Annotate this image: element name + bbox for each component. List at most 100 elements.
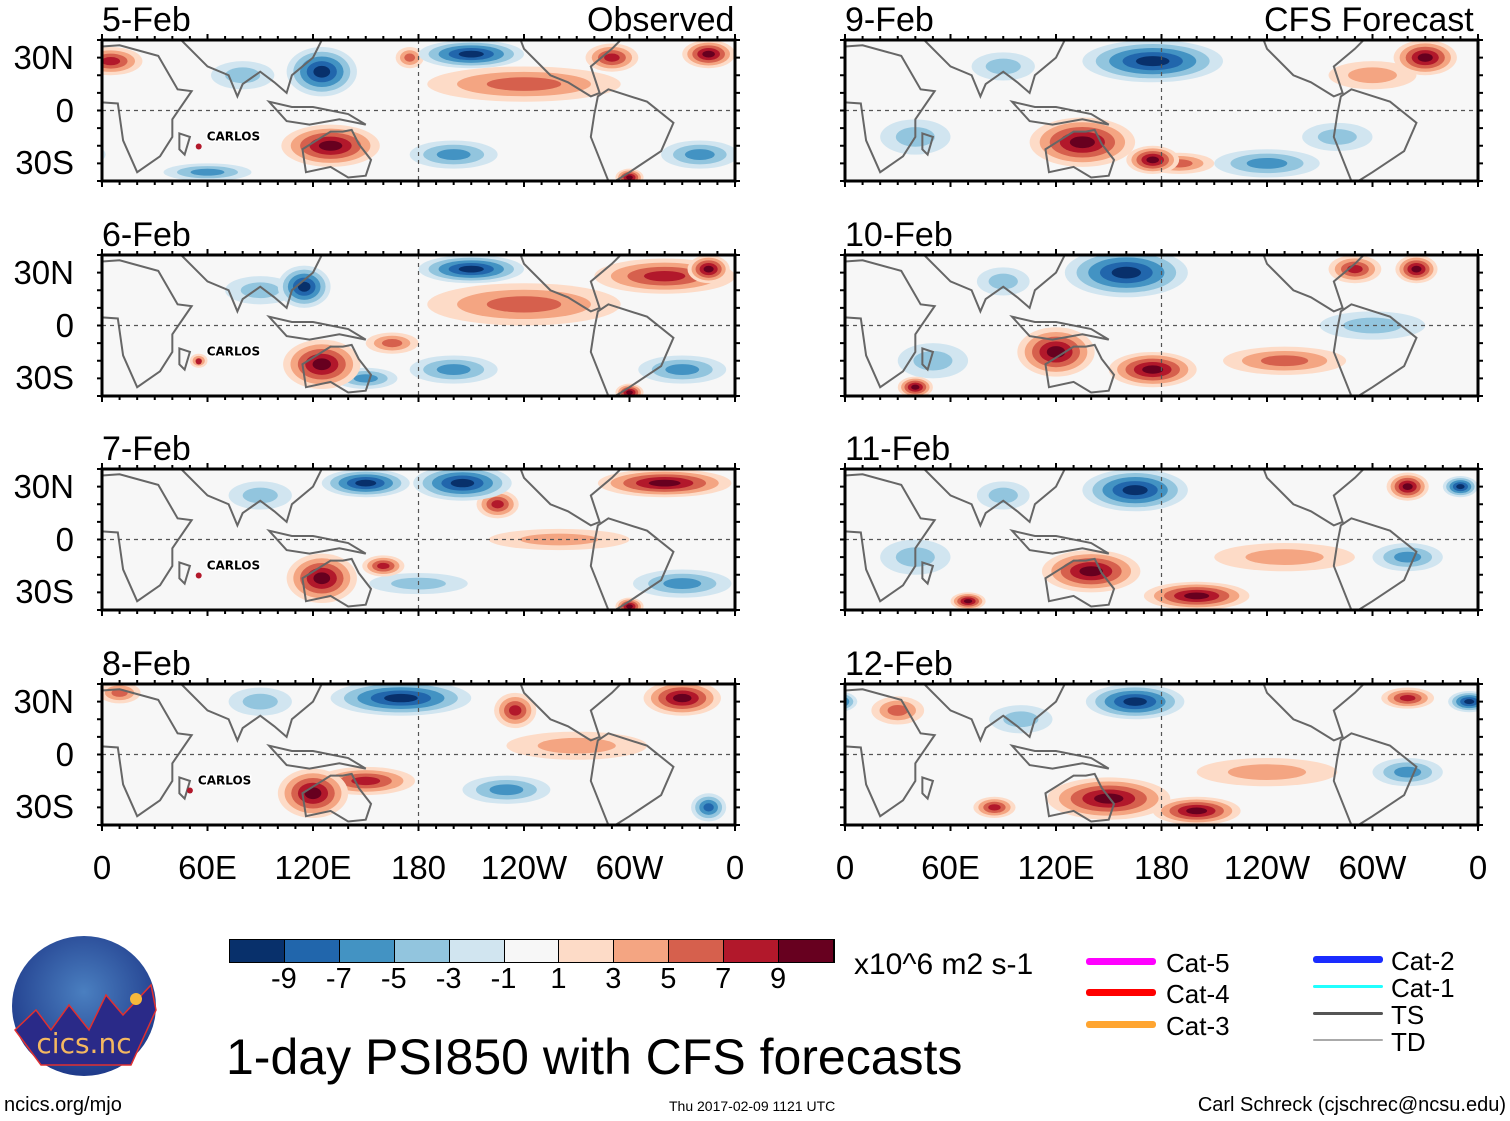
anomaly-contour xyxy=(313,572,331,585)
latitude-label: 30N xyxy=(13,253,74,291)
coastline xyxy=(1009,99,1110,126)
anomaly-contour xyxy=(384,693,418,703)
footer-left[interactable]: ncics.org/mjo xyxy=(4,1094,122,1116)
anomaly-contour xyxy=(1411,265,1422,273)
anomaly-contour xyxy=(486,296,562,313)
map-panel-9-Feb xyxy=(840,34,1483,187)
anomaly-contour xyxy=(1245,549,1324,565)
storm-name-label: CARLOS xyxy=(207,344,260,358)
anomaly-contour xyxy=(673,693,692,703)
latitude-label: 30N xyxy=(13,38,74,76)
anomaly-contour xyxy=(404,53,416,62)
storm-name-label: CARLOS xyxy=(207,129,260,143)
longitude-label: 180 xyxy=(1133,849,1190,886)
panel-date-label: 11-Feb xyxy=(845,430,951,468)
anomaly-contour xyxy=(703,803,714,812)
coastline xyxy=(589,303,675,396)
anomaly-contour xyxy=(1111,266,1141,279)
coastline xyxy=(1262,469,1366,527)
panel-date-label: 8-Feb xyxy=(102,645,191,683)
coastline xyxy=(1262,40,1366,98)
legend-label: Cat-2 xyxy=(1391,946,1455,976)
latitude-label: 30N xyxy=(13,682,74,720)
colorbar xyxy=(229,939,835,963)
anomaly-contour xyxy=(684,149,715,160)
coastline xyxy=(1262,255,1366,313)
legend-line-cat-4 xyxy=(1086,988,1156,996)
anomaly-contour xyxy=(963,599,973,604)
anomaly-contour xyxy=(1046,346,1066,358)
anomaly-contour xyxy=(1227,764,1307,780)
coastline xyxy=(519,469,623,527)
legend-label: TD xyxy=(1391,1027,1426,1057)
colorbar-tick-label: 3 xyxy=(605,963,622,995)
storm-marker xyxy=(195,143,202,150)
legend-line-cat-1 xyxy=(1313,984,1383,988)
anomaly-contour xyxy=(1399,694,1416,702)
anomaly-contour xyxy=(1069,136,1095,149)
storm-name-label: CARLOS xyxy=(198,773,251,787)
longitude-label: 0 xyxy=(835,849,855,886)
legend-line-cat-2 xyxy=(1313,955,1383,963)
longitude-label: 60E xyxy=(921,849,980,886)
anomaly-contour xyxy=(665,364,700,375)
coastline xyxy=(178,776,192,801)
coastline xyxy=(589,517,675,610)
anomaly-contour xyxy=(1146,156,1159,164)
coastline xyxy=(519,684,623,742)
colorbar-swatch xyxy=(669,940,725,962)
coastline xyxy=(102,473,194,603)
longitude-label: 120W xyxy=(480,849,568,886)
longitude-label: 60E xyxy=(178,849,237,886)
panel-frame xyxy=(843,253,1480,398)
latitude-label: 30S xyxy=(15,359,74,397)
coastline xyxy=(1262,684,1366,742)
logo-text: cics.nc xyxy=(36,1027,131,1060)
colorbar-swatch xyxy=(559,940,615,962)
panel-date-label: 5-Feb xyxy=(102,1,191,39)
anomaly-contour xyxy=(381,339,403,348)
anomaly-contour xyxy=(1123,697,1147,706)
coastline xyxy=(1044,343,1116,394)
longitude-label: 0 xyxy=(92,849,112,886)
map-panel-6-Feb: CARLOS xyxy=(97,249,740,402)
colorbar-tick-label: 1 xyxy=(550,963,567,995)
legend-line-ts xyxy=(1313,1011,1383,1015)
coastline xyxy=(1044,128,1116,179)
coastline xyxy=(1009,743,1110,770)
coastline xyxy=(179,469,323,528)
longitude-label: 60W xyxy=(1338,849,1407,886)
anomaly-contour xyxy=(1135,56,1170,67)
panel-frame xyxy=(100,38,737,183)
panel-date-label: 9-Feb xyxy=(845,1,934,39)
coastline xyxy=(589,732,675,825)
colorbar-swatch xyxy=(779,940,834,962)
anomaly-contour xyxy=(1246,157,1288,169)
anomaly-contour xyxy=(242,693,278,710)
coastline xyxy=(921,132,935,157)
anomaly-contour xyxy=(436,364,471,375)
colorbar-tick-label: 7 xyxy=(715,963,732,995)
colorbar-swatch xyxy=(339,940,395,962)
anomaly-contour xyxy=(313,65,331,78)
anomaly-contour xyxy=(887,705,908,716)
coastline xyxy=(179,40,323,99)
anomaly-contour xyxy=(831,699,841,704)
colorbar-tick-label: 9 xyxy=(770,963,787,995)
legend-label: Cat-1 xyxy=(1391,973,1455,1003)
coastline xyxy=(845,44,937,174)
colorbar-swatch xyxy=(504,940,560,962)
storm-name-label: CARLOS xyxy=(207,558,260,572)
map-panel-7-Feb: CARLOS xyxy=(97,463,740,616)
legend-line-cat-5 xyxy=(1086,957,1156,965)
anomaly-contour xyxy=(626,175,633,180)
anomaly-contour xyxy=(703,265,714,273)
anomaly-contour xyxy=(1186,807,1208,815)
panel-frame xyxy=(100,467,737,612)
colorbar-tick-label: -1 xyxy=(490,963,517,995)
figure-title: 1-day PSI850 with CFS forecasts xyxy=(226,1029,963,1085)
anomaly-contour xyxy=(1079,566,1103,577)
longitude-label: 120E xyxy=(1017,849,1095,886)
anomaly-contour xyxy=(458,50,484,58)
coastline xyxy=(301,557,373,608)
